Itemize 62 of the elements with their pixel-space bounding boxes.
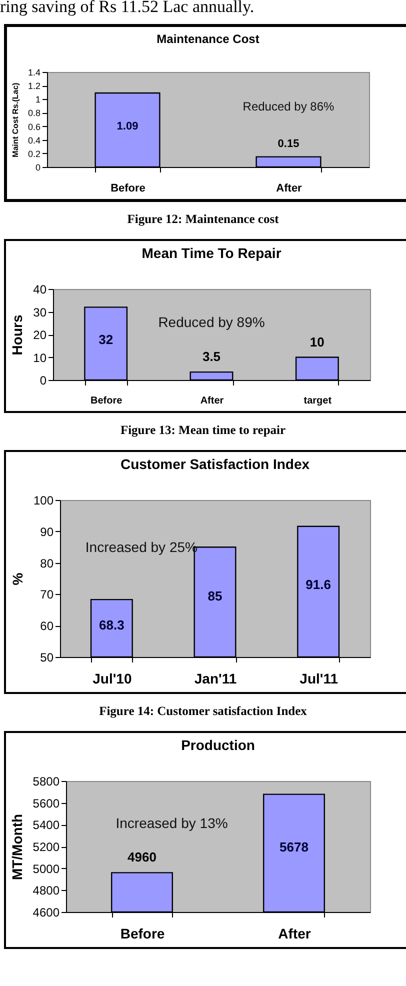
- y-tick-label: 5200: [32, 840, 60, 854]
- y-tick-label: 0.2: [28, 148, 40, 159]
- data-label: 1.09: [116, 120, 138, 132]
- x-tick-label: target: [304, 396, 332, 406]
- chart-title: Customer Satisfaction Index: [120, 456, 310, 472]
- y-tick-label: 5000: [32, 862, 60, 876]
- annotation: Reduced by 86%: [242, 99, 335, 114]
- y-axis-title: %: [9, 572, 26, 586]
- data-label: 5678: [280, 839, 308, 854]
- annotation: Increased by 25%: [85, 539, 198, 555]
- data-label: 0.15: [278, 138, 300, 150]
- y-axis-title: Maint Cost Rs.(Lac): [10, 82, 20, 158]
- x-tick-label: After: [200, 396, 224, 406]
- y-tick-label: 60: [40, 619, 54, 634]
- data-label: 32: [98, 332, 114, 347]
- caption: Figure 14: Customer satisfaction Index: [98, 704, 308, 719]
- data-label: 4960: [128, 850, 156, 865]
- text: ring saving of Rs 11.52 Lac annually.: [0, 0, 256, 18]
- chart-title: Production: [181, 737, 255, 753]
- y-tick-label: 0: [35, 162, 40, 172]
- y-tick-label: 90: [40, 524, 54, 539]
- y-tick-label: 50: [40, 650, 54, 664]
- y-tick-label: 80: [40, 556, 54, 570]
- y-tick-label: 0: [40, 374, 47, 388]
- y-tick-label: 100: [33, 494, 54, 508]
- y-tick-label: 5400: [32, 818, 60, 832]
- x-tick-label: Before: [90, 396, 123, 406]
- y-tick-label: 1: [35, 94, 40, 105]
- caption: Figure 12: Maintenance cost: [126, 212, 280, 227]
- chart-title: Mean Time To Repair: [142, 245, 282, 261]
- y-tick-label: 1.4: [28, 68, 40, 78]
- y-tick-label: 0.4: [28, 135, 40, 146]
- y-axis-title: Hours: [9, 314, 26, 356]
- y-tick-label: 20: [33, 328, 47, 342]
- x-tick-label: After: [276, 182, 303, 194]
- data-label: 91.6: [306, 577, 331, 592]
- annotation: Increased by 13%: [116, 814, 228, 831]
- caption: Figure 13: Mean time to repair: [119, 423, 287, 438]
- data-label: 3.5: [202, 349, 221, 364]
- y-tick-label: 70: [40, 588, 54, 602]
- chart-title: Maintenance Cost: [156, 32, 260, 46]
- x-tick-label: Before: [120, 926, 165, 942]
- data-label: 68.3: [99, 617, 124, 632]
- data-label: 85: [208, 588, 222, 604]
- x-tick-label: Jul'11: [300, 670, 338, 686]
- y-tick-label: 0.8: [28, 108, 40, 118]
- x-tick-label: Jan'11: [194, 670, 237, 686]
- x-tick-label: Jul'10: [92, 670, 132, 686]
- y-tick-label: 10: [33, 350, 47, 365]
- y-tick-label: 30: [33, 305, 47, 320]
- x-tick-label: After: [278, 926, 312, 942]
- data-label: 10: [310, 334, 324, 350]
- y-tick-label: 4600: [32, 906, 60, 920]
- annotation: Reduced by 89%: [158, 314, 265, 330]
- y-tick-label: 0.6: [28, 122, 40, 132]
- y-tick-label: 5600: [32, 796, 60, 810]
- y-tick-label: 40: [33, 282, 47, 296]
- y-tick-label: 1.2: [28, 81, 40, 92]
- x-tick-label: Before: [110, 182, 146, 194]
- y-axis-title: MT/Month: [8, 814, 25, 880]
- y-tick-label: 5800: [32, 774, 60, 788]
- y-tick-label: 4800: [32, 884, 60, 898]
